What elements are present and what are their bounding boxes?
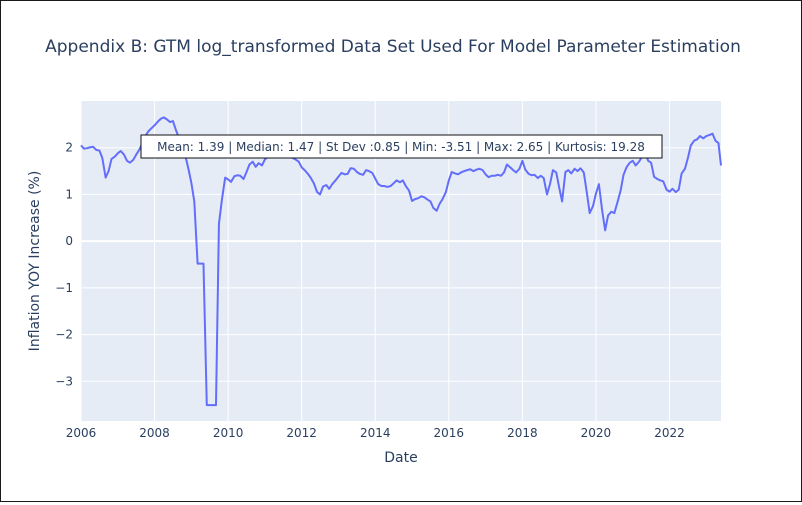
x-tick-label: 2014 <box>360 426 391 440</box>
x-tick-label: 2020 <box>581 426 612 440</box>
x-axis-ticks: 2006 2008 2010 2012 2014 2016 2018 2020 2022 <box>66 426 685 440</box>
series-line <box>80 116 722 407</box>
x-tick-label: 2018 <box>507 426 538 440</box>
x-tick-label: 2022 <box>654 426 685 440</box>
statistics-annotation: Mean: 1.39 | Median: 1.47 | St Dev :0.85… <box>140 134 663 159</box>
y-tick-label: −1 <box>55 281 73 295</box>
x-tick-label: 2016 <box>434 426 465 440</box>
y-tick-label: 0 <box>65 234 73 248</box>
annotation-text: Mean: 1.39 | Median: 1.47 | St Dev :0.85… <box>157 140 645 154</box>
x-tick-label: 2010 <box>213 426 244 440</box>
annotation-box <box>140 134 663 159</box>
x-axis-label: Date <box>384 450 417 466</box>
y-axis-ticks: −3 −2 −1 0 1 2 <box>55 141 73 389</box>
y-tick-label: −3 <box>55 374 73 388</box>
y-axis-label: Inflation YOY Increase (%) <box>27 171 43 352</box>
x-tick-label: 2012 <box>286 426 317 440</box>
y-tick-label: −2 <box>55 328 73 342</box>
chart-title: Appendix B: GTM log_transformed Data Set… <box>45 37 741 57</box>
x-tick-label: 2006 <box>66 426 97 440</box>
y-tick-label: 2 <box>65 141 73 155</box>
y-tick-label: 1 <box>65 187 73 201</box>
x-tick-label: 2008 <box>139 426 170 440</box>
